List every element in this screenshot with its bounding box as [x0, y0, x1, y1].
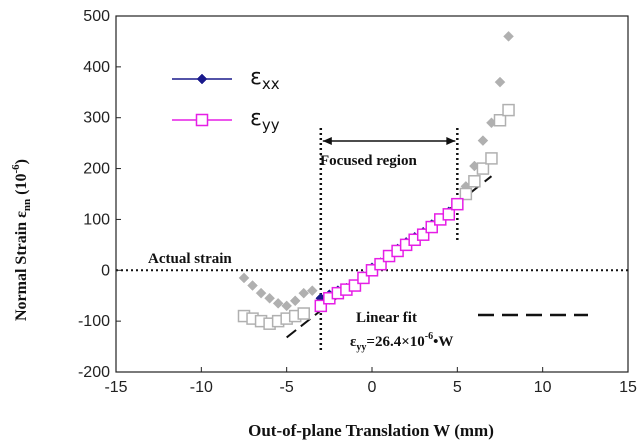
data-point: [264, 292, 275, 304]
data-point: [485, 152, 498, 165]
data-point: [493, 114, 507, 127]
data-point: [289, 295, 301, 307]
focused-region-arrowhead-left: [322, 137, 332, 145]
y-tick-label: -200: [78, 364, 110, 381]
y-axis-label: Normal Strain εnn (10-6): [10, 159, 33, 321]
data-point: [298, 287, 310, 299]
data-point: [357, 271, 370, 285]
data-point: [297, 307, 310, 320]
actual-strain-label: Actual strain: [148, 251, 232, 267]
data-point: [425, 220, 438, 234]
data-point: [502, 103, 515, 117]
x-axis-label: Out-of-plane Translation W (mm): [248, 421, 494, 440]
focused-region-arrowhead-right: [446, 137, 456, 145]
x-tick-label: 5: [453, 379, 462, 396]
linear-fit-label: Linear fit: [356, 310, 417, 326]
data-point: [459, 187, 473, 201]
data-point: [272, 297, 284, 309]
x-tick-label: -15: [104, 379, 127, 396]
series-layer: [237, 30, 515, 330]
data-point: [416, 228, 430, 241]
data-point: [476, 162, 490, 175]
y-tick-label: 400: [83, 59, 110, 76]
focused-region-label: Focused region: [320, 153, 417, 169]
y-tick-label: 100: [83, 211, 110, 228]
data-point: [468, 175, 481, 188]
y-tick-label: 500: [83, 8, 110, 25]
x-tick-label: 10: [534, 379, 552, 396]
data-point: [451, 197, 464, 211]
y-tick-label: -100: [78, 313, 110, 330]
legend-label-eyy: εyy: [250, 106, 280, 134]
x-tick-label: -5: [280, 379, 294, 396]
data-point: [255, 287, 267, 299]
data-point: [306, 285, 318, 296]
legend: [172, 73, 588, 317]
fit-equation: εyy=26.4×10-6•W: [350, 331, 453, 353]
data-point: [494, 76, 506, 88]
legend-marker-exx: [196, 73, 208, 85]
data-point: [314, 299, 328, 313]
y-tick-label: 300: [83, 110, 110, 127]
data-point: [238, 272, 250, 284]
y-tick-label: 200: [83, 161, 110, 178]
data-point: [374, 257, 387, 271]
data-point: [477, 135, 489, 146]
data-point: [247, 280, 258, 291]
data-point: [503, 30, 514, 42]
y-tick-label: 0: [101, 262, 110, 279]
data-point: [281, 300, 293, 312]
x-tick-label: -10: [190, 379, 213, 396]
legend-marker-eyy: [195, 113, 209, 127]
legend-label-exx: εxx: [250, 65, 280, 93]
x-tick-label: 0: [368, 379, 377, 396]
data-point: [348, 279, 362, 292]
data-point: [442, 208, 456, 221]
x-tick-label: 15: [619, 379, 637, 396]
axes: -15 -10 -5 0 5 10 15 -200 -100 0 100 200 300 400 500: [78, 8, 637, 396]
